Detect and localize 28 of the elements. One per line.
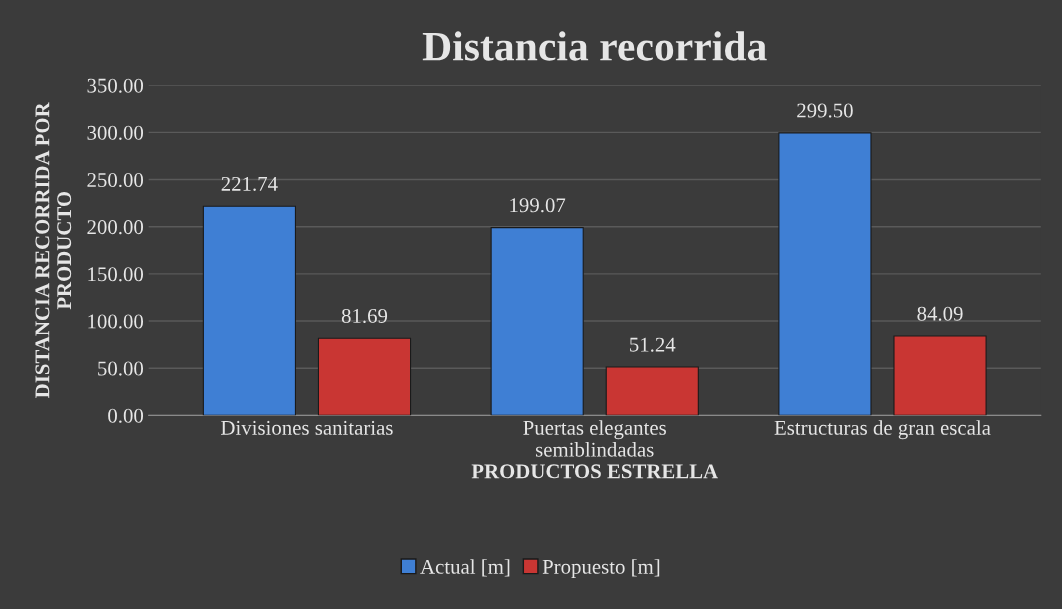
x-axis-title: PRODUCTOS ESTRELLA	[471, 464, 718, 479]
x-tick-label: Puertas elegantes semiblindadas	[523, 420, 666, 457]
bar	[605, 366, 699, 416]
legend-label: Propuesto [m]	[542, 559, 660, 579]
data-label: 299.50	[797, 103, 853, 118]
y-axis-title: DISTANCIA RECORRIDA POR PRODUCTO	[35, 102, 72, 398]
bar	[490, 227, 584, 416]
x-tick-label: Estructuras de gran escala	[774, 420, 991, 440]
y-tick-label: 100.00	[88, 314, 144, 329]
y-tick-label: 0.00	[108, 408, 144, 423]
data-label: 81.69	[341, 308, 388, 324]
y-tick-label: 300.00	[87, 125, 144, 140]
bar	[202, 205, 296, 416]
chart-title: Distancia recorrida	[422, 31, 767, 61]
y-tick-label: 50.00	[98, 361, 144, 376]
legend-label: Actual [m]	[420, 559, 510, 577]
y-tick-label: 250.00	[87, 172, 144, 188]
y-tick-label: 350.00	[87, 78, 144, 93]
bar	[778, 132, 872, 416]
data-label: 51.24	[630, 337, 676, 352]
data-label: 84.09	[917, 306, 963, 321]
bar	[893, 335, 987, 416]
data-label: 221.74	[221, 176, 278, 191]
y-tick-label: 150.00	[88, 267, 144, 282]
data-label: 199.07	[510, 198, 566, 213]
y-tick-label: 200.00	[87, 220, 144, 235]
x-tick-label: Divisiones sanitarias	[221, 420, 393, 435]
bar	[317, 337, 412, 416]
